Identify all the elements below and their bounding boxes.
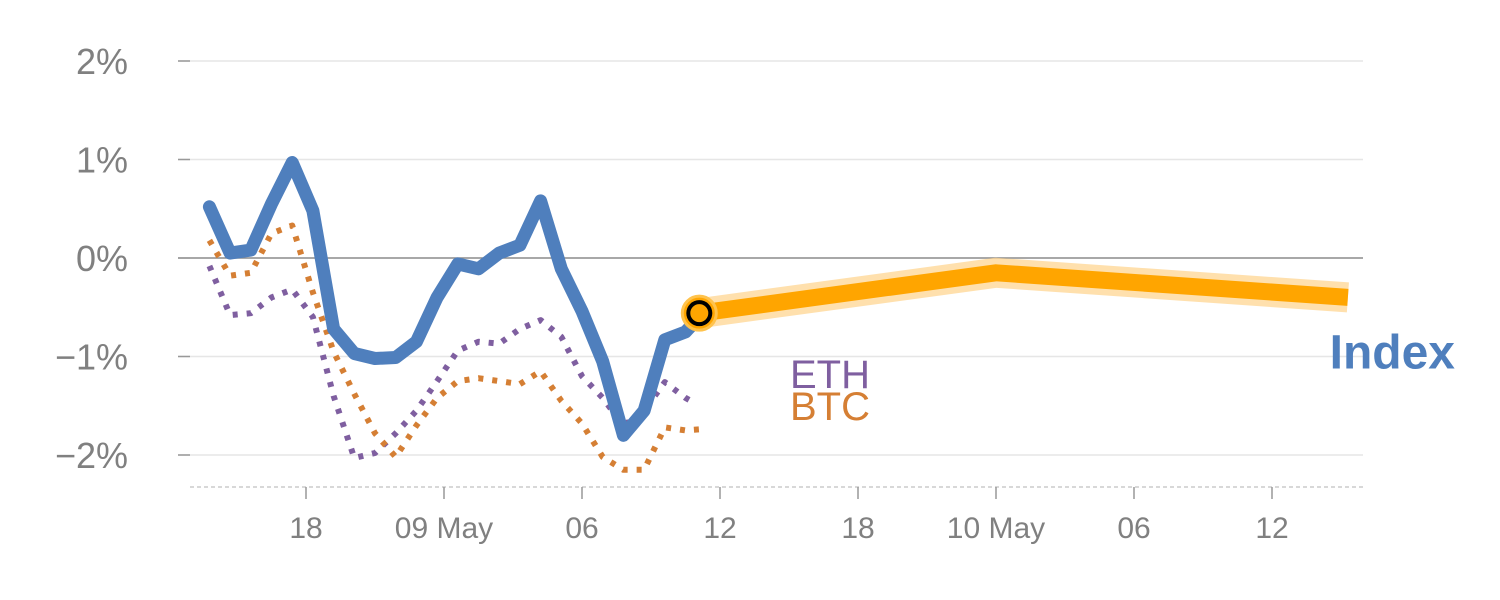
series-label-index: Index (1330, 327, 1456, 380)
y-tick-label: 0% (76, 238, 128, 279)
x-tick-label: 12 (703, 512, 736, 545)
y-tick-label: 1% (76, 140, 128, 181)
y-tick-label: 2% (76, 41, 128, 82)
x-tick-label: 18 (841, 512, 874, 545)
series-label-btc: BTC (790, 385, 870, 429)
y-tick-label: −1% (55, 337, 128, 378)
current-point-marker (686, 300, 713, 327)
axes: 2% 1% 0% −1% −2% 18 09 May 06 12 18 10 May 06 12 (55, 41, 1363, 545)
x-tick-label: 06 (1117, 512, 1150, 545)
y-tick-label: −2% (55, 435, 128, 476)
series-group (202, 156, 1349, 473)
x-tick-label: 09 May (395, 512, 493, 545)
x-tick-label: 06 (565, 512, 598, 545)
series-label-eth: ETH (790, 353, 870, 397)
forecast-band-line (698, 264, 1349, 322)
x-tick-label: 18 (289, 512, 322, 545)
index-line (202, 156, 706, 442)
x-tick-label: 10 May (947, 512, 1045, 545)
x-tick-label: 12 (1255, 512, 1288, 545)
btc-line (206, 222, 700, 473)
